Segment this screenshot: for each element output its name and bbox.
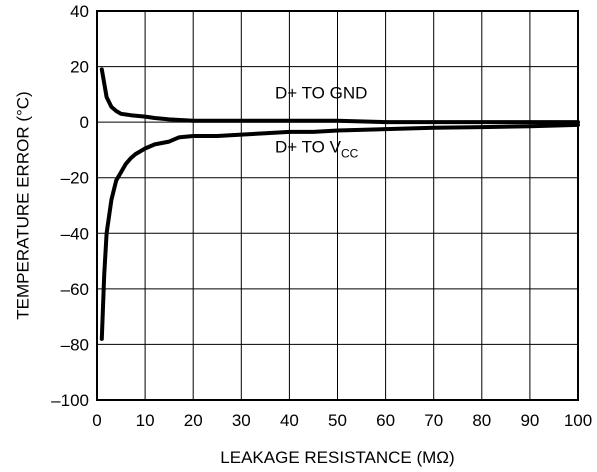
- x-tick-label: 70: [424, 411, 443, 430]
- y-axis-title: TEMPERATURE ERROR (°C): [13, 91, 32, 319]
- x-tick-label: 20: [184, 411, 203, 430]
- x-axis-title: LEAKAGE RESISTANCE (MΩ): [220, 448, 454, 467]
- y-tick-label: –60: [61, 280, 89, 299]
- annotation-d-to-gnd: D+ TO GND: [275, 84, 367, 103]
- series-layer: [99, 67, 580, 341]
- annotation-d-to-vcc-main: D+ TO V: [275, 138, 342, 157]
- series-line-1: [99, 122, 580, 341]
- y-tick-label: 0: [80, 113, 89, 132]
- y-tick-label: –40: [61, 224, 89, 243]
- grid: [97, 11, 578, 400]
- y-tick-label: –80: [61, 335, 89, 354]
- annotation-d-to-vcc: D+ TO VCC: [275, 138, 359, 161]
- x-tick-labels: 0 10 20 30 40 50 60 70 80 90 100: [92, 411, 592, 430]
- plot-frame: [96, 10, 579, 401]
- x-tick-label: 0: [92, 411, 101, 430]
- x-tick-label: 30: [232, 411, 251, 430]
- x-tick-label: 10: [136, 411, 155, 430]
- series-line-0: [99, 67, 580, 125]
- y-tick-label: –100: [51, 391, 89, 410]
- y-tick-labels: 40 20 0 –20 –40 –60 –80 –100: [51, 2, 89, 410]
- x-tick-label: 40: [280, 411, 299, 430]
- x-tick-label: 50: [328, 411, 347, 430]
- x-tick-label: 80: [472, 411, 491, 430]
- x-tick-label: 60: [376, 411, 395, 430]
- y-tick-label: –20: [61, 169, 89, 188]
- y-tick-label: 20: [70, 58, 89, 77]
- x-tick-label: 100: [564, 411, 592, 430]
- annotation-d-to-vcc-subscript: CC: [341, 147, 359, 161]
- y-tick-label: 40: [70, 2, 89, 21]
- x-tick-label: 90: [520, 411, 539, 430]
